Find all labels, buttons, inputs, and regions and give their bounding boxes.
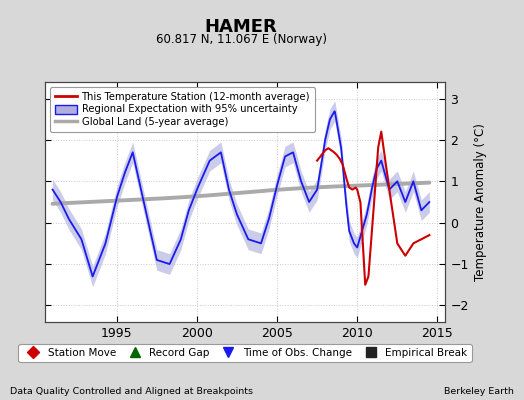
Y-axis label: Temperature Anomaly (°C): Temperature Anomaly (°C) <box>474 123 487 281</box>
Text: 60.817 N, 11.067 E (Norway): 60.817 N, 11.067 E (Norway) <box>156 33 326 46</box>
Text: HAMER: HAMER <box>205 18 277 36</box>
Legend: This Temperature Station (12-month average), Regional Expectation with 95% uncer: This Temperature Station (12-month avera… <box>50 87 315 132</box>
Text: Data Quality Controlled and Aligned at Breakpoints: Data Quality Controlled and Aligned at B… <box>10 387 254 396</box>
Text: Berkeley Earth: Berkeley Earth <box>444 387 514 396</box>
Legend: Station Move, Record Gap, Time of Obs. Change, Empirical Break: Station Move, Record Gap, Time of Obs. C… <box>18 344 472 362</box>
